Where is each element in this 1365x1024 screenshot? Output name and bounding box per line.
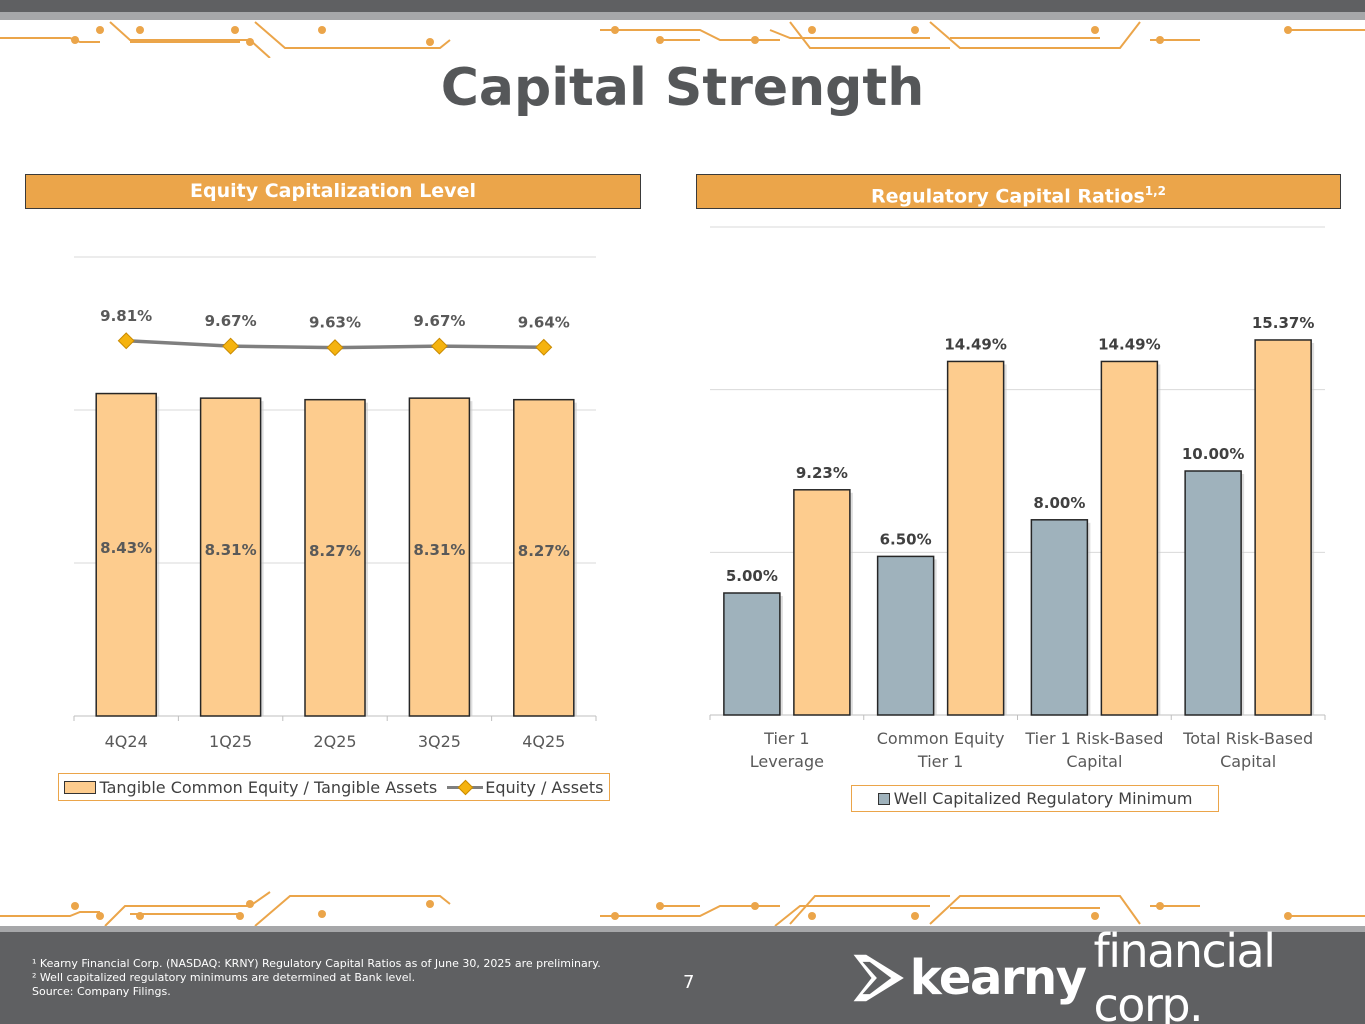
tce-bar-label: 8.31% — [205, 541, 257, 559]
minimum-bar — [876, 555, 935, 716]
legend-line-label: Equity / Assets — [485, 777, 604, 797]
equity-assets-label: 9.63% — [309, 314, 361, 332]
equity-assets-marker — [117, 332, 135, 350]
equity-assets-marker — [326, 339, 344, 357]
legend-minimum-label: Well Capitalized Regulatory Minimum — [893, 789, 1193, 808]
equity-assets-marker — [535, 338, 553, 356]
x-tick-label: Leverage — [750, 752, 824, 771]
page-title: Capital Strength — [440, 58, 925, 118]
legend-line-swatch — [447, 780, 484, 794]
regulatory-panel-title: Regulatory Capital Ratios — [870, 185, 1145, 208]
x-tick-label: Total Risk-Based — [1182, 729, 1313, 748]
kearny-arrow-icon — [853, 954, 904, 1002]
minimum-bar — [1184, 470, 1242, 716]
tce-bar-label: 8.43% — [100, 539, 152, 557]
logo-suffix-text: financial corp. — [1093, 924, 1277, 1024]
actual-bar — [1100, 360, 1159, 716]
minimum-bar-label: 5.00% — [726, 567, 778, 585]
equity-assets-marker — [222, 337, 240, 355]
legend-minimum-swatch — [877, 792, 890, 805]
logo-brand-text: kearny — [909, 950, 1087, 1006]
tce-bar-label: 8.27% — [518, 542, 570, 560]
actual-bar — [793, 489, 851, 716]
footnote-source: Source: Company Filings. — [32, 985, 171, 998]
actual-bar-label: 9.23% — [796, 464, 848, 482]
x-tick-label: Capital — [1220, 752, 1276, 771]
bottom-circuit-decoration — [0, 891, 1365, 927]
x-tick-label: 2Q25 — [313, 732, 356, 751]
top-bar-stripe — [0, 12, 1365, 20]
top-bar — [0, 0, 1365, 12]
equity-assets-label: 9.67% — [413, 312, 465, 330]
page-number: 7 — [683, 972, 695, 993]
actual-bar-label: 14.49% — [1098, 335, 1160, 353]
x-tick-label: 1Q25 — [209, 732, 252, 751]
tce-bar — [513, 398, 575, 717]
x-tick-label: Capital — [1066, 752, 1122, 771]
top-circuit-decoration — [0, 21, 1365, 58]
tce-bar — [408, 397, 471, 717]
equity-chart-legend: Tangible Common Equity / Tangible Assets… — [58, 773, 610, 801]
minimum-bar-label: 6.50% — [880, 530, 932, 548]
x-tick-label: Common Equity — [877, 729, 1005, 748]
equity-assets-label: 9.67% — [205, 312, 257, 330]
actual-bar — [1254, 339, 1312, 716]
footer — [0, 932, 1365, 1024]
x-tick-label: Tier 1 — [763, 729, 809, 748]
legend-bar-label: Tangible Common Equity / Tangible Assets — [99, 777, 438, 797]
x-tick-label: 4Q25 — [522, 732, 565, 751]
tce-bar-label: 8.27% — [309, 542, 361, 560]
actual-bar — [946, 360, 1005, 716]
legend-bar-swatch — [64, 780, 97, 794]
tce-bar — [199, 397, 262, 717]
footnotes: ¹ Kearny Financial Corp. (NASDAQ: KRNY) … — [32, 957, 601, 999]
minimum-bar-label: 8.00% — [1033, 494, 1085, 512]
footnote-1: ¹ Kearny Financial Corp. (NASDAQ: KRNY) … — [32, 957, 601, 970]
x-tick-label: 3Q25 — [418, 732, 461, 751]
equity-panel-title: Equity Capitalization Level — [190, 180, 476, 202]
actual-bar-label: 14.49% — [944, 335, 1006, 353]
minimum-bar — [723, 592, 781, 716]
x-tick-label: 4Q24 — [105, 732, 148, 751]
actual-bar-label: 15.37% — [1252, 314, 1314, 332]
equity-assets-marker — [430, 337, 448, 355]
equity-assets-label: 9.81% — [100, 307, 152, 325]
equity-capitalization-chart: 8.43% 4Q24 8.31% 1Q25 8.27% 2Q25 8.31% 3Q25 8.27… — [73, 256, 597, 751]
regulatory-chart-legend: Well Capitalized Regulatory Minimum — [851, 785, 1219, 812]
tce-bar — [95, 392, 157, 717]
minimum-bar-label: 10.00% — [1182, 445, 1244, 463]
footnote-2: ² Well capitalized regulatory minimums a… — [32, 971, 416, 984]
x-tick-label: Tier 1 Risk-Based — [1024, 729, 1163, 748]
tce-bar-label: 8.31% — [413, 541, 465, 559]
tce-bar — [304, 398, 366, 717]
equity-assets-label: 9.64% — [518, 313, 570, 331]
equity-panel-header: Equity Capitalization Level — [25, 174, 641, 209]
kearny-logo: kearny financial corp. — [850, 924, 1365, 1024]
regulatory-panel-header: Regulatory Capital Ratios1,2 — [696, 174, 1341, 209]
minimum-bar — [1030, 519, 1089, 716]
x-tick-label: Tier 1 — [917, 752, 963, 771]
regulatory-panel-footnote-ref: 1,2 — [1144, 184, 1167, 198]
footer-stripe — [0, 926, 1365, 932]
regulatory-capital-chart: 5.00% 9.23% Tier 1 Leverage 6.50% 14.49% Commo… — [709, 226, 1326, 771]
